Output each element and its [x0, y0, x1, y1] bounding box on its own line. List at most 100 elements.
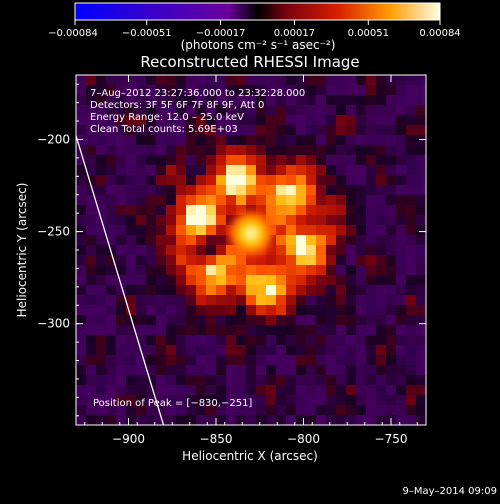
- heatmap-cell: [106, 395, 117, 406]
- heatmap-cell: [206, 135, 217, 146]
- heatmap-cell: [316, 155, 327, 166]
- heatmap-cell: [416, 335, 426, 346]
- heatmap-cell: [76, 175, 87, 186]
- heatmap-cell: [106, 225, 117, 236]
- heatmap-cell: [106, 345, 117, 356]
- heatmap-cell: [156, 295, 167, 306]
- heatmap-cell: [156, 415, 167, 425]
- heatmap-cell: [396, 135, 407, 146]
- heatmap-cell: [166, 75, 177, 86]
- heatmap-cell: [136, 185, 147, 196]
- heatmap-cell: [126, 155, 137, 166]
- heatmap-cell: [196, 205, 207, 216]
- heatmap-cell: [286, 165, 297, 176]
- heatmap-cell: [406, 165, 417, 176]
- heatmap-cell: [226, 85, 237, 96]
- heatmap-cell: [356, 205, 367, 216]
- heatmap-cell: [166, 415, 177, 425]
- heatmap-cell: [146, 405, 157, 416]
- heatmap-cell: [376, 75, 387, 86]
- heatmap-cell: [326, 235, 337, 246]
- heatmap-cell: [336, 205, 347, 216]
- heatmap-cell: [406, 405, 417, 416]
- heatmap-cell: [346, 405, 357, 416]
- heatmap-cell: [136, 215, 147, 226]
- heatmap-cell: [376, 405, 387, 416]
- heatmap-cell: [126, 405, 137, 416]
- heatmap-cell: [326, 195, 337, 206]
- heatmap-cell: [276, 335, 287, 346]
- heatmap-cell: [396, 405, 407, 416]
- heatmap-cell: [226, 115, 237, 126]
- colorbar: [74, 2, 441, 21]
- heatmap-cell: [236, 125, 247, 136]
- heatmap-cell: [116, 75, 127, 86]
- heatmap-cell: [166, 285, 177, 296]
- heatmap-cell: [356, 355, 367, 366]
- heatmap-cell: [116, 355, 127, 366]
- heatmap-cell: [296, 405, 307, 416]
- heatmap-cell: [256, 195, 267, 206]
- heatmap-cell: [156, 155, 167, 166]
- heatmap-cell: [146, 85, 157, 96]
- heatmap-cell: [406, 105, 417, 116]
- heatmap-cell: [336, 115, 347, 126]
- heatmap-cell: [346, 95, 357, 106]
- heatmap-cell: [296, 395, 307, 406]
- heatmap-cell: [266, 135, 277, 146]
- heatmap-cell: [416, 265, 426, 276]
- heatmap-cell: [206, 195, 217, 206]
- heatmap-cell: [296, 145, 307, 156]
- heatmap-cell: [386, 335, 397, 346]
- heatmap-cell: [336, 355, 347, 366]
- heatmap-cell: [326, 375, 337, 386]
- heatmap-cell: [146, 415, 157, 425]
- heatmap-cell: [206, 275, 217, 286]
- peak-position-label: Position of Peak = [−830,−251]: [93, 398, 252, 409]
- heatmap-cell: [256, 105, 267, 116]
- heatmap-cell: [336, 235, 347, 246]
- heatmap-cell: [326, 285, 337, 296]
- heatmap-cell: [216, 175, 227, 186]
- heatmap-cell: [206, 125, 217, 136]
- heatmap-cell: [176, 385, 187, 396]
- heatmap-cell: [86, 355, 97, 366]
- heatmap-cell: [156, 215, 167, 226]
- heatmap-cell: [96, 325, 107, 336]
- heatmap-cell: [336, 315, 347, 326]
- heatmap-cell: [266, 145, 277, 156]
- heatmap-cell: [216, 355, 227, 366]
- heatmap-cell: [366, 285, 377, 296]
- heatmap-cell: [166, 135, 177, 146]
- heatmap-cell: [216, 385, 227, 396]
- heatmap-cell: [76, 385, 87, 396]
- heatmap-cell: [216, 365, 227, 376]
- heatmap-cell: [356, 315, 367, 326]
- heatmap-cell: [416, 125, 426, 136]
- heatmap-cell: [196, 345, 207, 356]
- heatmap-cell: [386, 85, 397, 96]
- heatmap-cell: [376, 365, 387, 376]
- heatmap-cell: [76, 215, 87, 226]
- heatmap-cell: [116, 345, 127, 356]
- heatmap-cell: [86, 405, 97, 416]
- heatmap-cell: [116, 235, 127, 246]
- heatmap-cell: [286, 355, 297, 366]
- heatmap-cell: [376, 235, 387, 246]
- heatmap-cell: [226, 145, 237, 156]
- heatmap-cell: [386, 285, 397, 296]
- heatmap-cell: [366, 315, 377, 326]
- heatmap-cell: [116, 165, 127, 176]
- heatmap-cell: [106, 145, 117, 156]
- heatmap-cell: [76, 185, 87, 196]
- heatmap-cell: [306, 255, 317, 266]
- heatmap-cell: [346, 155, 357, 166]
- heatmap-cell: [226, 105, 237, 116]
- heatmap-cell: [356, 95, 367, 106]
- heatmap-cell: [406, 245, 417, 256]
- heatmap-cell: [216, 405, 227, 416]
- heatmap-cell: [86, 265, 97, 276]
- heatmap-cell: [156, 285, 167, 296]
- heatmap-cell: [416, 255, 426, 266]
- heatmap-cell: [236, 315, 247, 326]
